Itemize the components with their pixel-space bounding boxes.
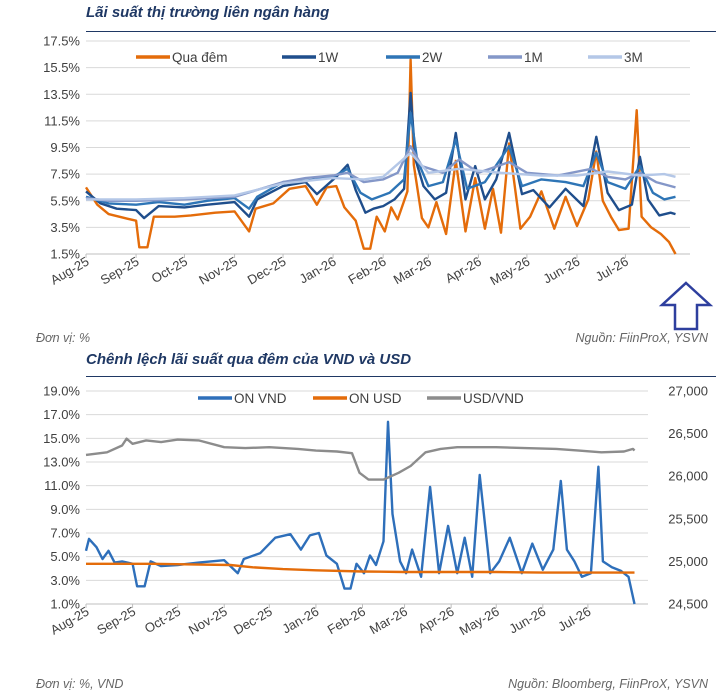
y2-tick-label: 24,500 (668, 597, 708, 612)
y2-tick-label: 27,000 (668, 384, 708, 399)
y-tick-label: 11.0% (44, 478, 80, 493)
x-tick-label: Jul-26 (555, 604, 593, 635)
chart2-source-note: Nguồn: Bloomberg, FiinProX, YSVN (508, 677, 708, 691)
y-tick-label: 13.0% (43, 455, 80, 470)
legend-label: ON VND (234, 391, 287, 406)
y-tick-label: 11.5% (44, 113, 80, 128)
chart2-title-rule (86, 376, 716, 377)
x-tick-label: Apr-26 (415, 604, 456, 637)
x-tick-label: Nov-25 (186, 604, 230, 638)
series-line-on-usd (86, 562, 635, 574)
y-tick-label: 17.0% (43, 407, 80, 422)
y-tick-label: 19.0% (43, 384, 80, 399)
x-tick-label: Sep-25 (94, 604, 138, 638)
legend-label: 2W (422, 50, 443, 65)
y-tick-label: 7.0% (50, 526, 80, 541)
x-tick-label: Jun-26 (506, 604, 548, 637)
y-tick-label: 3.0% (50, 573, 80, 588)
y-tick-label: 7.5% (50, 167, 80, 182)
legend-label: USD/VND (463, 391, 524, 406)
x-tick-label: Jan-26 (279, 604, 321, 637)
y-tick-label: 17.5% (43, 34, 80, 49)
x-tick-label: Dec-25 (231, 604, 275, 638)
chart1-title-rule (86, 31, 716, 32)
series-line-usd-vnd (85, 437, 636, 481)
x-tick-label: May-26 (457, 604, 502, 639)
chart1-source-note: Nguồn: FiinProX, YSVN (575, 331, 708, 345)
y-tick-label: 13.5% (43, 87, 80, 102)
x-tick-label: Oct-25 (142, 604, 183, 636)
x-tick-label: Feb-26 (325, 604, 368, 638)
legend-label: Qua đêm (172, 50, 228, 65)
interbank-rate-chart: 1.5% 3.5% 5.5% 7.5% 9.5% 11.5% 13.5% 15.5% 17.5%… (43, 34, 690, 288)
series-line-2w (85, 111, 676, 210)
x-tick-label: Mar-26 (367, 604, 410, 638)
y2-tick-label: 25,500 (668, 511, 708, 526)
legend-label: ON USD (349, 391, 402, 406)
chart2-unit-note: Đơn vị: %, VND (36, 677, 124, 691)
legend-label: 1M (524, 50, 543, 65)
chart1-unit-note: Đơn vị: % (36, 331, 91, 345)
y-tick-label: 3.5% (50, 220, 80, 235)
legend-label: 3M (624, 50, 643, 65)
chart2-title: Chênh lệch lãi suất qua đêm của VND và U… (86, 351, 412, 368)
y-tick-label: 9.0% (50, 502, 80, 517)
y-tick-label: 5.5% (50, 193, 80, 208)
y-tick-label: 1.5% (50, 247, 80, 262)
y-tick-label: 5.0% (50, 549, 80, 564)
legend-label: 1W (318, 50, 339, 65)
y-tick-label: 1.0% (50, 597, 80, 612)
series-line-3m (86, 151, 676, 201)
chart1-title: Lãi suất thị trường liên ngân hàng (86, 4, 330, 21)
y2-tick-label: 25,000 (668, 554, 708, 569)
y-tick-label: 15.5% (43, 60, 80, 75)
y-tick-label: 15.0% (43, 431, 80, 446)
y2-tick-label: 26,000 (668, 469, 708, 484)
y2-tick-label: 26,500 (668, 426, 708, 441)
y-tick-label: 9.5% (50, 140, 80, 155)
up-arrow-outline-icon (658, 281, 714, 331)
